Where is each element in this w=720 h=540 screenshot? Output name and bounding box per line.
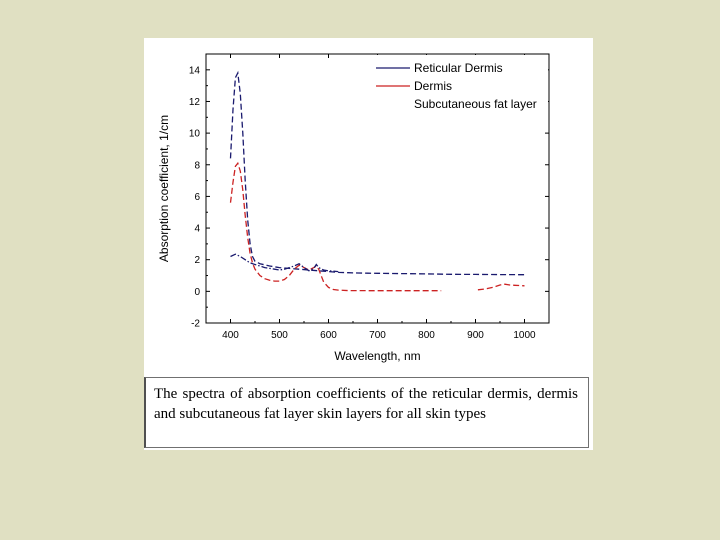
figure-caption: The spectra of absorption coefficients o… bbox=[144, 377, 589, 448]
absorption-chart: 400 500 600 700 800 900 1000 -2 0 2 4 6 8 10 12 14 Wavel… bbox=[157, 53, 550, 363]
x-axis-title: Wavelength, nm bbox=[334, 349, 420, 363]
legend-label-2: Dermis bbox=[414, 79, 452, 93]
y-tick-label: 8 bbox=[194, 160, 200, 171]
y-tick-label: -2 bbox=[191, 319, 200, 330]
series-line-3 bbox=[230, 253, 339, 273]
figure-card: 400 500 600 700 800 900 1000 -2 0 2 4 6 8 10 12 14 Wavel… bbox=[144, 38, 593, 450]
y-tick-label: 6 bbox=[194, 192, 200, 203]
y-tick-label: 4 bbox=[194, 224, 200, 235]
x-tick-label: 700 bbox=[369, 330, 386, 341]
y-tick-label: 0 bbox=[194, 287, 200, 298]
legend-label-3: Subcutaneous fat layer bbox=[414, 97, 537, 111]
series-line-1 bbox=[229, 70, 525, 276]
y-axis-title: Absorption coefficient, 1/cm bbox=[157, 115, 171, 262]
legend-box bbox=[367, 55, 548, 109]
legend-label-1: Reticular Dermis bbox=[414, 61, 503, 75]
x-tick-label: 400 bbox=[222, 330, 239, 341]
y-tick-label: 12 bbox=[189, 97, 201, 108]
y-tick-label: 14 bbox=[189, 65, 201, 76]
series-line-2 bbox=[229, 161, 525, 292]
x-tick-label: 1000 bbox=[513, 330, 536, 341]
x-tick-label: 600 bbox=[320, 330, 337, 341]
x-tick-label: 500 bbox=[271, 330, 288, 341]
y-tick-label: 10 bbox=[189, 129, 201, 140]
x-tick-label: 800 bbox=[418, 330, 435, 341]
y-tick-label: 2 bbox=[194, 255, 200, 266]
x-tick-label: 900 bbox=[467, 330, 484, 341]
